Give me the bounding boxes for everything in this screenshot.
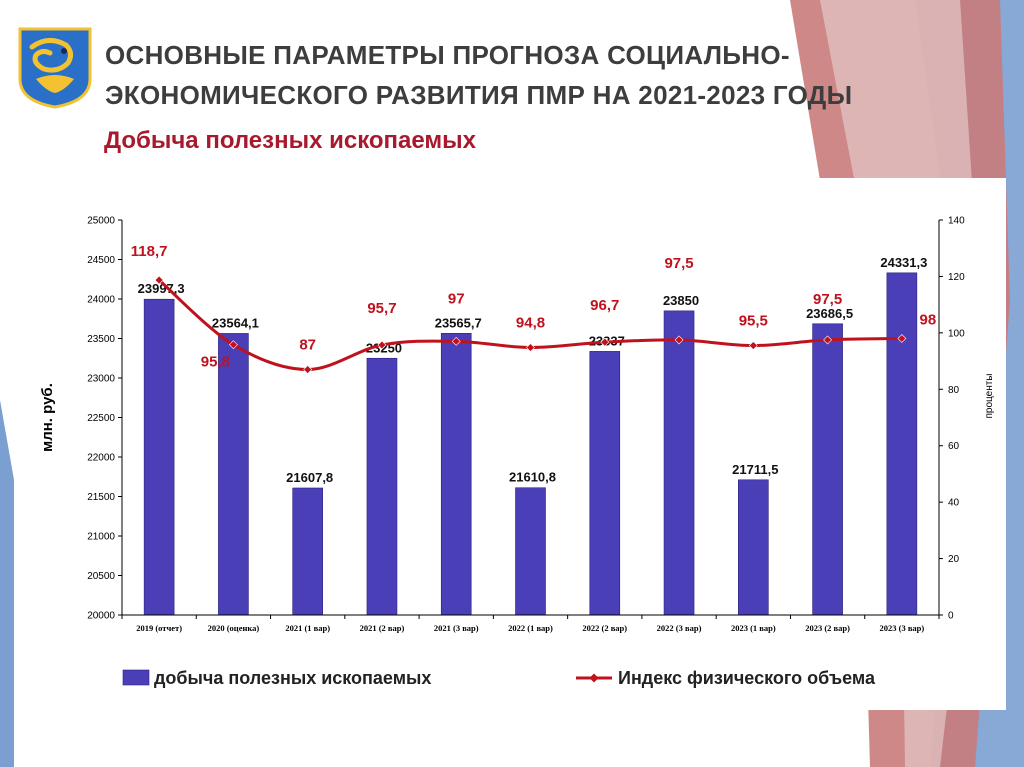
bar-value-label: 23850	[663, 293, 699, 308]
line-value-label: 94,8	[516, 315, 545, 332]
left-tick-label: 20000	[87, 611, 115, 622]
page-subtitle: Добыча полезных ископаемых	[104, 127, 477, 154]
legend-line-marker	[589, 673, 599, 683]
left-tick-label: 22500	[87, 413, 115, 424]
left-tick-label: 23000	[87, 374, 115, 385]
right-tick-label: 120	[948, 272, 965, 283]
x-tick-label: 2020 (оценка)	[208, 623, 260, 633]
left-tick-label: 24500	[87, 255, 115, 266]
line-point	[377, 340, 387, 350]
line-point	[600, 337, 610, 347]
x-tick-label: 2021 (2 вар)	[360, 623, 405, 633]
x-tick-label: 2022 (2 вар)	[582, 623, 627, 633]
x-tick-label: 2023 (1 вар)	[731, 623, 776, 633]
right-tick-label: 100	[948, 328, 965, 339]
line-value-label: 98	[920, 312, 937, 329]
legend-bar-swatch	[122, 669, 150, 686]
bar	[515, 487, 546, 616]
legend-bar-label: добыча полезных ископаемых	[154, 668, 431, 688]
line-point	[748, 341, 758, 350]
right-tick-label: 140	[948, 216, 965, 227]
left-axis-label: млн. руб.	[39, 383, 56, 452]
line-point	[303, 365, 313, 374]
city-coat-of-arms-icon	[18, 27, 92, 109]
bar	[738, 479, 769, 616]
right-tick-label: 20	[948, 554, 960, 565]
chart-legend: добыча полезных ископаемых Индекс физичес…	[122, 668, 876, 688]
right-axis-label: проценты	[984, 373, 995, 418]
page-title: ОСНОВНЫЕ ПАРАМЕТРЫ ПРОГНОЗА СОЦИАЛЬНО- Э…	[105, 35, 985, 115]
left-tick-label: 21000	[87, 532, 115, 543]
line-point	[228, 340, 238, 350]
line-value-label: 97	[448, 290, 465, 307]
bar-series: 23997,323564,121607,82325023565,721610,8…	[138, 255, 927, 616]
line-value-label: 97,5	[664, 255, 693, 272]
x-tick-label: 2023 (2 вар)	[805, 623, 850, 633]
bar-value-label: 23686,5	[806, 306, 853, 321]
page-title-line1: ОСНОВНЫЕ ПАРАМЕТРЫ ПРОГНОЗА СОЦИАЛЬНО-	[105, 40, 790, 70]
bar	[292, 487, 323, 616]
legend-line-label: Индекс физического объема	[618, 668, 876, 688]
line-point	[897, 334, 907, 343]
bar	[886, 272, 918, 616]
bar	[663, 310, 695, 616]
left-tick-label: 25000	[87, 216, 115, 227]
x-tick-label: 2021 (3 вар)	[434, 623, 479, 633]
bar-value-label: 24331,3	[880, 255, 927, 270]
line-value-label: 95,5	[739, 313, 768, 330]
left-tick-label: 24000	[87, 295, 115, 306]
left-tick-label: 21500	[87, 492, 115, 503]
x-tick-label: 2023 (3 вар)	[879, 623, 924, 633]
bar-value-label: 21711,5	[732, 462, 778, 477]
x-tick-label: 2022 (1 вар)	[508, 623, 553, 633]
bar	[589, 351, 621, 616]
line-point	[451, 336, 461, 346]
bar-value-label: 23564,1	[212, 315, 259, 330]
bar-value-label: 23565,7	[435, 315, 482, 330]
bar-value-label: 21607,8	[286, 470, 333, 485]
line-value-label: 95,7	[367, 300, 396, 317]
left-tick-label: 20500	[87, 571, 115, 582]
bar	[218, 333, 249, 616]
right-tick-label: 0	[948, 611, 954, 622]
bar	[812, 323, 843, 616]
deco-left-blue	[0, 400, 14, 767]
left-axis: 20000 20500 21000 21500 22000 22500 23000 23500…	[39, 216, 123, 622]
line-value-label: 95,8	[201, 354, 230, 371]
right-tick-label: 60	[948, 441, 960, 452]
x-axis: 2019 (отчет) 2020 (оценка) 2021 (1 вар) 202…	[121, 614, 940, 633]
line-point	[526, 343, 535, 352]
right-tick-label: 40	[948, 498, 960, 509]
page-title-line2: ЭКОНОМИЧЕСКОГО РАЗВИТИЯ ПМР НА 2021-2023…	[105, 80, 853, 110]
x-tick-label: 2019 (отчет)	[136, 623, 182, 633]
left-tick-label: 23500	[87, 334, 115, 345]
bar	[143, 298, 175, 616]
line-value-label: 97,5	[813, 291, 842, 308]
x-tick-label: 2022 (3 вар)	[657, 623, 702, 633]
bar	[440, 333, 472, 616]
line-point	[674, 335, 684, 345]
line-series: 118,7 95,8 87 95,7 97 94,8 96,7 97,5 95,5 97,5 98	[131, 243, 937, 374]
left-tick-label: 22000	[87, 453, 115, 464]
right-axis: 0 20 40 60 80 100 120 140 проценты	[938, 216, 995, 622]
bar	[366, 357, 398, 616]
line-point	[154, 275, 164, 285]
line-point	[823, 335, 833, 345]
line-value-label: 96,7	[590, 297, 619, 314]
line-value-label: 87	[299, 337, 316, 354]
bar-value-label: 21610,8	[509, 470, 556, 485]
line-value-label: 118,7	[131, 243, 168, 260]
combo-chart: 20000 20500 21000 21500 22000 22500 23000 23500…	[39, 216, 995, 689]
right-tick-label: 80	[948, 385, 960, 396]
x-tick-label: 2021 (1 вар)	[285, 623, 330, 633]
